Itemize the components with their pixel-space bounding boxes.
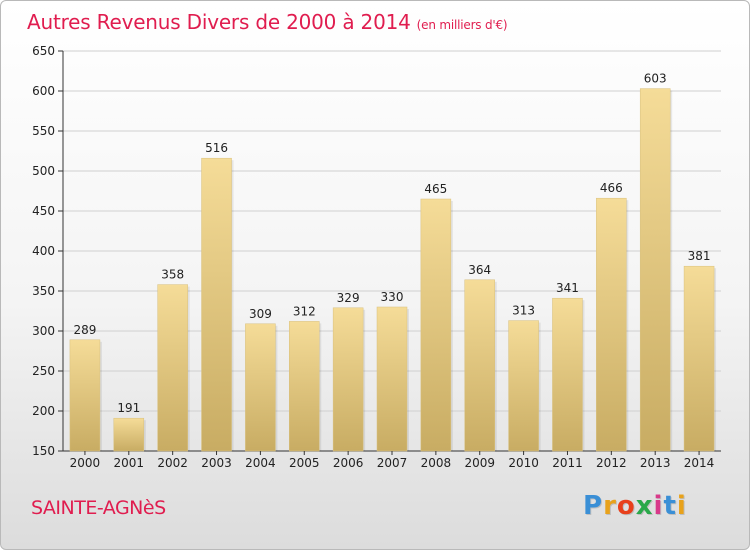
x-tick-label: 2002 [157, 456, 188, 470]
bar [245, 323, 276, 452]
y-tick-label: 650 [32, 44, 55, 58]
x-tick-label: 2008 [421, 456, 452, 470]
y-tick-label: 200 [32, 404, 55, 418]
x-tick-label: 2001 [114, 456, 145, 470]
y-tick-label: 450 [32, 204, 55, 218]
logo-letter: i [676, 491, 687, 521]
bar-value-label: 358 [161, 268, 184, 282]
x-tick-label: 2004 [245, 456, 276, 470]
x-tick-label: 2010 [508, 456, 539, 470]
logo-letter: r [603, 491, 617, 521]
bar [376, 306, 408, 452]
bar-value-label: 312 [293, 304, 316, 318]
bar [683, 265, 715, 452]
x-tick-label: 2012 [596, 456, 627, 470]
chart-title: Autres Revenus Divers de 2000 à 2014 [27, 10, 411, 34]
chart-subtitle: (en milliers d'€) [416, 18, 508, 32]
x-tick-label: 2006 [333, 456, 364, 470]
bar [464, 279, 495, 452]
chart-title-row: Autres Revenus Divers de 2000 à 2014 (en … [27, 10, 508, 34]
bar-value-label: 309 [249, 307, 272, 321]
y-tick-label: 400 [32, 244, 55, 258]
bar [596, 197, 627, 452]
bar-value-label: 289 [73, 323, 96, 337]
bar-value-label: 313 [512, 304, 535, 318]
logo-letter: i [653, 491, 664, 521]
bar [69, 339, 101, 452]
bar-value-label: 516 [205, 141, 228, 155]
bar-value-label: 364 [468, 263, 491, 277]
town-name: SAINTE-AGNèS [31, 497, 166, 519]
proxiti-logo: Proxiti [583, 491, 687, 521]
x-tick-label: 2000 [70, 456, 101, 470]
x-tick-label: 2014 [684, 456, 715, 470]
y-tick-label: 300 [32, 324, 55, 338]
bar [113, 417, 145, 452]
bar-value-label: 381 [688, 249, 711, 263]
bar [552, 297, 583, 452]
bar [639, 88, 671, 452]
x-tick-label: 2005 [289, 456, 320, 470]
bar-value-label: 465 [424, 182, 447, 196]
x-tick-label: 2011 [552, 456, 583, 470]
y-tick-label: 500 [32, 164, 55, 178]
x-tick-label: 2007 [377, 456, 408, 470]
bar-value-label: 341 [556, 281, 579, 295]
bar-value-label: 329 [337, 291, 360, 305]
x-tick-label: 2009 [464, 456, 495, 470]
x-tick-label: 2013 [640, 456, 671, 470]
bar [289, 321, 320, 452]
bar [420, 198, 452, 452]
y-tick-label: 550 [32, 124, 55, 138]
y-tick-label: 600 [32, 84, 55, 98]
y-tick-label: 150 [32, 444, 55, 458]
bar [332, 307, 364, 452]
x-tick-label: 2003 [201, 456, 232, 470]
y-tick-label: 250 [32, 364, 55, 378]
bar-value-label: 603 [644, 72, 667, 86]
bar-value-label: 191 [117, 401, 140, 415]
logo-letter: x [635, 491, 654, 521]
bar-value-label: 466 [600, 181, 623, 195]
bar [157, 284, 188, 452]
bar [508, 320, 539, 452]
logo-letter: P [583, 491, 604, 521]
logo-letter: o [616, 491, 636, 521]
y-tick-label: 350 [32, 284, 55, 298]
logo-letter: t [663, 491, 677, 521]
bar-value-label: 330 [381, 290, 404, 304]
bar [201, 157, 232, 452]
